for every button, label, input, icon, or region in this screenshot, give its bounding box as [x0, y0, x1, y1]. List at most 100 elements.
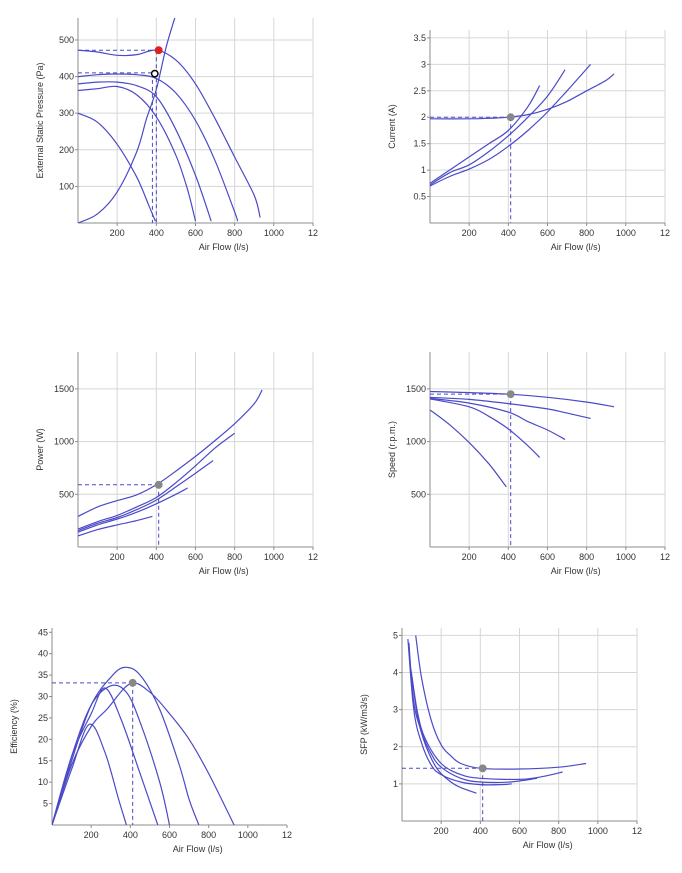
series-group: [430, 64, 615, 187]
y-axis-title: Power (W): [35, 428, 45, 471]
x-tick-label: 800: [227, 552, 242, 562]
series-line-5: [411, 676, 477, 794]
x-axis-title: Air Flow (l/s): [199, 242, 249, 252]
chart-1: 200 400 600 800 1000 12 100 200 300 400 500 Air Flo…: [35, 18, 318, 252]
series-line-4: [78, 85, 197, 222]
y-tick-label: 25: [38, 713, 48, 723]
y-tick-label: 100: [59, 181, 74, 191]
y-tick-label: 500: [411, 489, 426, 499]
y-tick-label: 10: [38, 777, 48, 787]
x-tick-label: 400: [123, 830, 138, 840]
chart-2: 200 400 600 800 1000 12 0.5 1 1.5 2 2.5 3 3.5 Air Flo…: [387, 30, 670, 252]
x-tick-label: 800: [579, 552, 594, 562]
series-line-1: [78, 49, 261, 218]
y-tick-label: 3.5: [413, 33, 426, 43]
duty-point-marker: [506, 113, 515, 122]
series-line-2: [78, 432, 236, 530]
y-axis-title: External Static Pressure (Pa): [35, 62, 45, 178]
x-tick-label: 1000: [616, 552, 636, 562]
series-line-1: [78, 389, 263, 517]
series-line-1: [430, 85, 541, 184]
y-tick-label: 1: [393, 779, 398, 789]
y-tick-label: 400: [59, 72, 74, 82]
y-tick-label: 15: [38, 756, 48, 766]
series-line-2: [430, 69, 566, 186]
series-line-4: [430, 398, 541, 458]
series-line-4: [52, 687, 159, 825]
x-tick-label: 1000: [588, 826, 608, 836]
x-tick-label: 1000: [264, 228, 284, 238]
x-tick-label: 200: [110, 552, 125, 562]
series-line-4: [78, 487, 188, 533]
duty-point-marker: [154, 480, 163, 489]
duty-point-marker: [154, 46, 163, 55]
x-tick-label: 12: [308, 228, 318, 238]
y-tick-label: 1.5: [413, 139, 426, 149]
series-line-2: [430, 396, 591, 419]
y-tick-label: 35: [38, 670, 48, 680]
x-tick-label: 600: [540, 228, 555, 238]
chart-3: 200 400 600 800 1000 12 500 1000 1500 Air Flow (l…: [35, 352, 318, 576]
series-line-2: [78, 73, 239, 222]
x-tick-label: 600: [540, 552, 555, 562]
x-tick-label: 400: [473, 826, 488, 836]
y-tick-label: 3: [393, 705, 398, 715]
series-line-4: [430, 73, 615, 120]
x-tick-label: 200: [110, 228, 125, 238]
y-tick-label: 40: [38, 649, 48, 659]
y-tick-label: 1: [421, 165, 426, 175]
duty-point-marker: [506, 390, 515, 399]
x-tick-label: 400: [149, 552, 164, 562]
x-tick-label: 800: [551, 826, 566, 836]
x-tick-label: 200: [434, 826, 449, 836]
x-axis-title: Air Flow (l/s): [523, 840, 573, 850]
series-line-1: [415, 635, 587, 770]
x-tick-label: 200: [84, 830, 99, 840]
series-line-3: [78, 81, 212, 222]
duty-point-marker: [478, 764, 487, 773]
y-tick-label: 1500: [406, 384, 426, 394]
x-tick-label: 200: [462, 228, 477, 238]
series-group: [52, 666, 235, 825]
x-tick-label: 12: [660, 228, 670, 238]
chart-5: 200 400 600 800 1000 12 5 10 15 20 25 30 35 40 45 Air F…: [9, 627, 292, 854]
y-tick-label: 5: [43, 799, 48, 809]
series-line-2: [410, 668, 563, 781]
y-tick-label: 4: [393, 668, 398, 678]
x-tick-label: 12: [308, 552, 318, 562]
y-axis-title: Efficiency (%): [9, 699, 19, 754]
series-line-5: [78, 112, 156, 222]
x-axis-title: Air Flow (l/s): [199, 566, 249, 576]
x-tick-label: 600: [188, 228, 203, 238]
y-tick-label: 3: [421, 59, 426, 69]
y-axis-title: Current (A): [387, 104, 397, 149]
x-tick-label: 12: [282, 830, 292, 840]
series-line-3: [430, 64, 592, 187]
chart-4: 200 400 600 800 1000 12 500 1000 1500 Air Flow (l…: [387, 352, 670, 576]
x-tick-label: 12: [660, 552, 670, 562]
series-line-3: [430, 397, 566, 441]
series-group: [78, 18, 261, 223]
x-tick-label: 1000: [238, 830, 258, 840]
series-group: [407, 635, 587, 794]
x-tick-label: 200: [462, 552, 477, 562]
series-line-1: [430, 390, 615, 408]
x-tick-label: 400: [149, 228, 164, 238]
series-line-3: [78, 460, 214, 532]
x-tick-label: 400: [501, 552, 516, 562]
series-line-6: [78, 18, 176, 223]
y-tick-label: 1500: [54, 384, 74, 394]
x-tick-label: 400: [501, 228, 516, 238]
y-tick-label: 30: [38, 692, 48, 702]
x-tick-label: 800: [579, 228, 594, 238]
series-group: [430, 390, 615, 488]
x-axis-title: Air Flow (l/s): [551, 242, 601, 252]
series-line-3: [52, 684, 171, 825]
series-line-5: [78, 515, 153, 537]
x-tick-label: 1000: [264, 552, 284, 562]
series-line-4: [407, 639, 512, 786]
y-tick-label: 500: [59, 35, 74, 45]
y-tick-label: 500: [59, 489, 74, 499]
x-tick-label: 1000: [616, 228, 636, 238]
